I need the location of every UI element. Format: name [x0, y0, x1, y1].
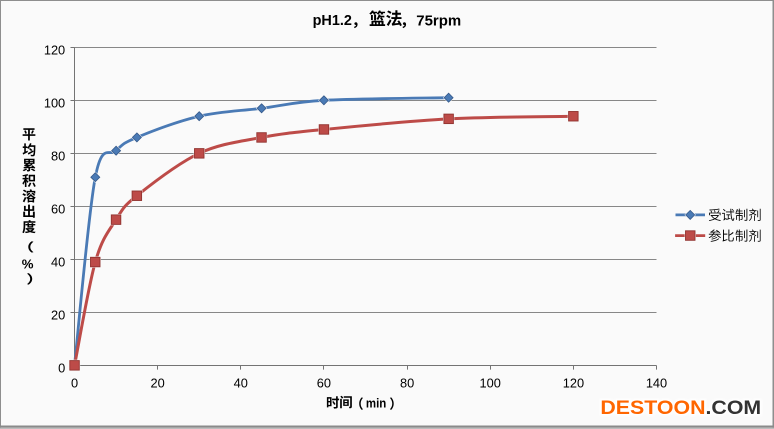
svg-text:80: 80 [400, 375, 414, 390]
svg-text:60: 60 [317, 375, 331, 390]
svg-text:140: 140 [646, 375, 667, 390]
svg-text:80: 80 [51, 148, 65, 163]
svg-text:min: min [366, 395, 386, 410]
svg-text:0: 0 [58, 360, 65, 375]
svg-text:40: 40 [234, 375, 248, 390]
svg-text:%: % [22, 257, 34, 272]
svg-text:pH1.2: pH1.2 [313, 12, 352, 29]
svg-text:75rpm: 75rpm [416, 12, 461, 29]
svg-text:120: 120 [563, 375, 584, 390]
svg-text:20: 20 [150, 375, 164, 390]
svg-text:0: 0 [71, 375, 78, 390]
svg-text:20: 20 [51, 307, 65, 322]
svg-text:100: 100 [480, 375, 501, 390]
svg-text:DESTOON.COM: DESTOON.COM [600, 398, 761, 419]
svg-text:100: 100 [44, 95, 65, 110]
svg-text:120: 120 [44, 42, 65, 57]
svg-text:40: 40 [51, 254, 65, 269]
svg-text:DESTOON.COM: DESTOON.COM [600, 398, 761, 419]
svg-text:60: 60 [51, 201, 65, 216]
